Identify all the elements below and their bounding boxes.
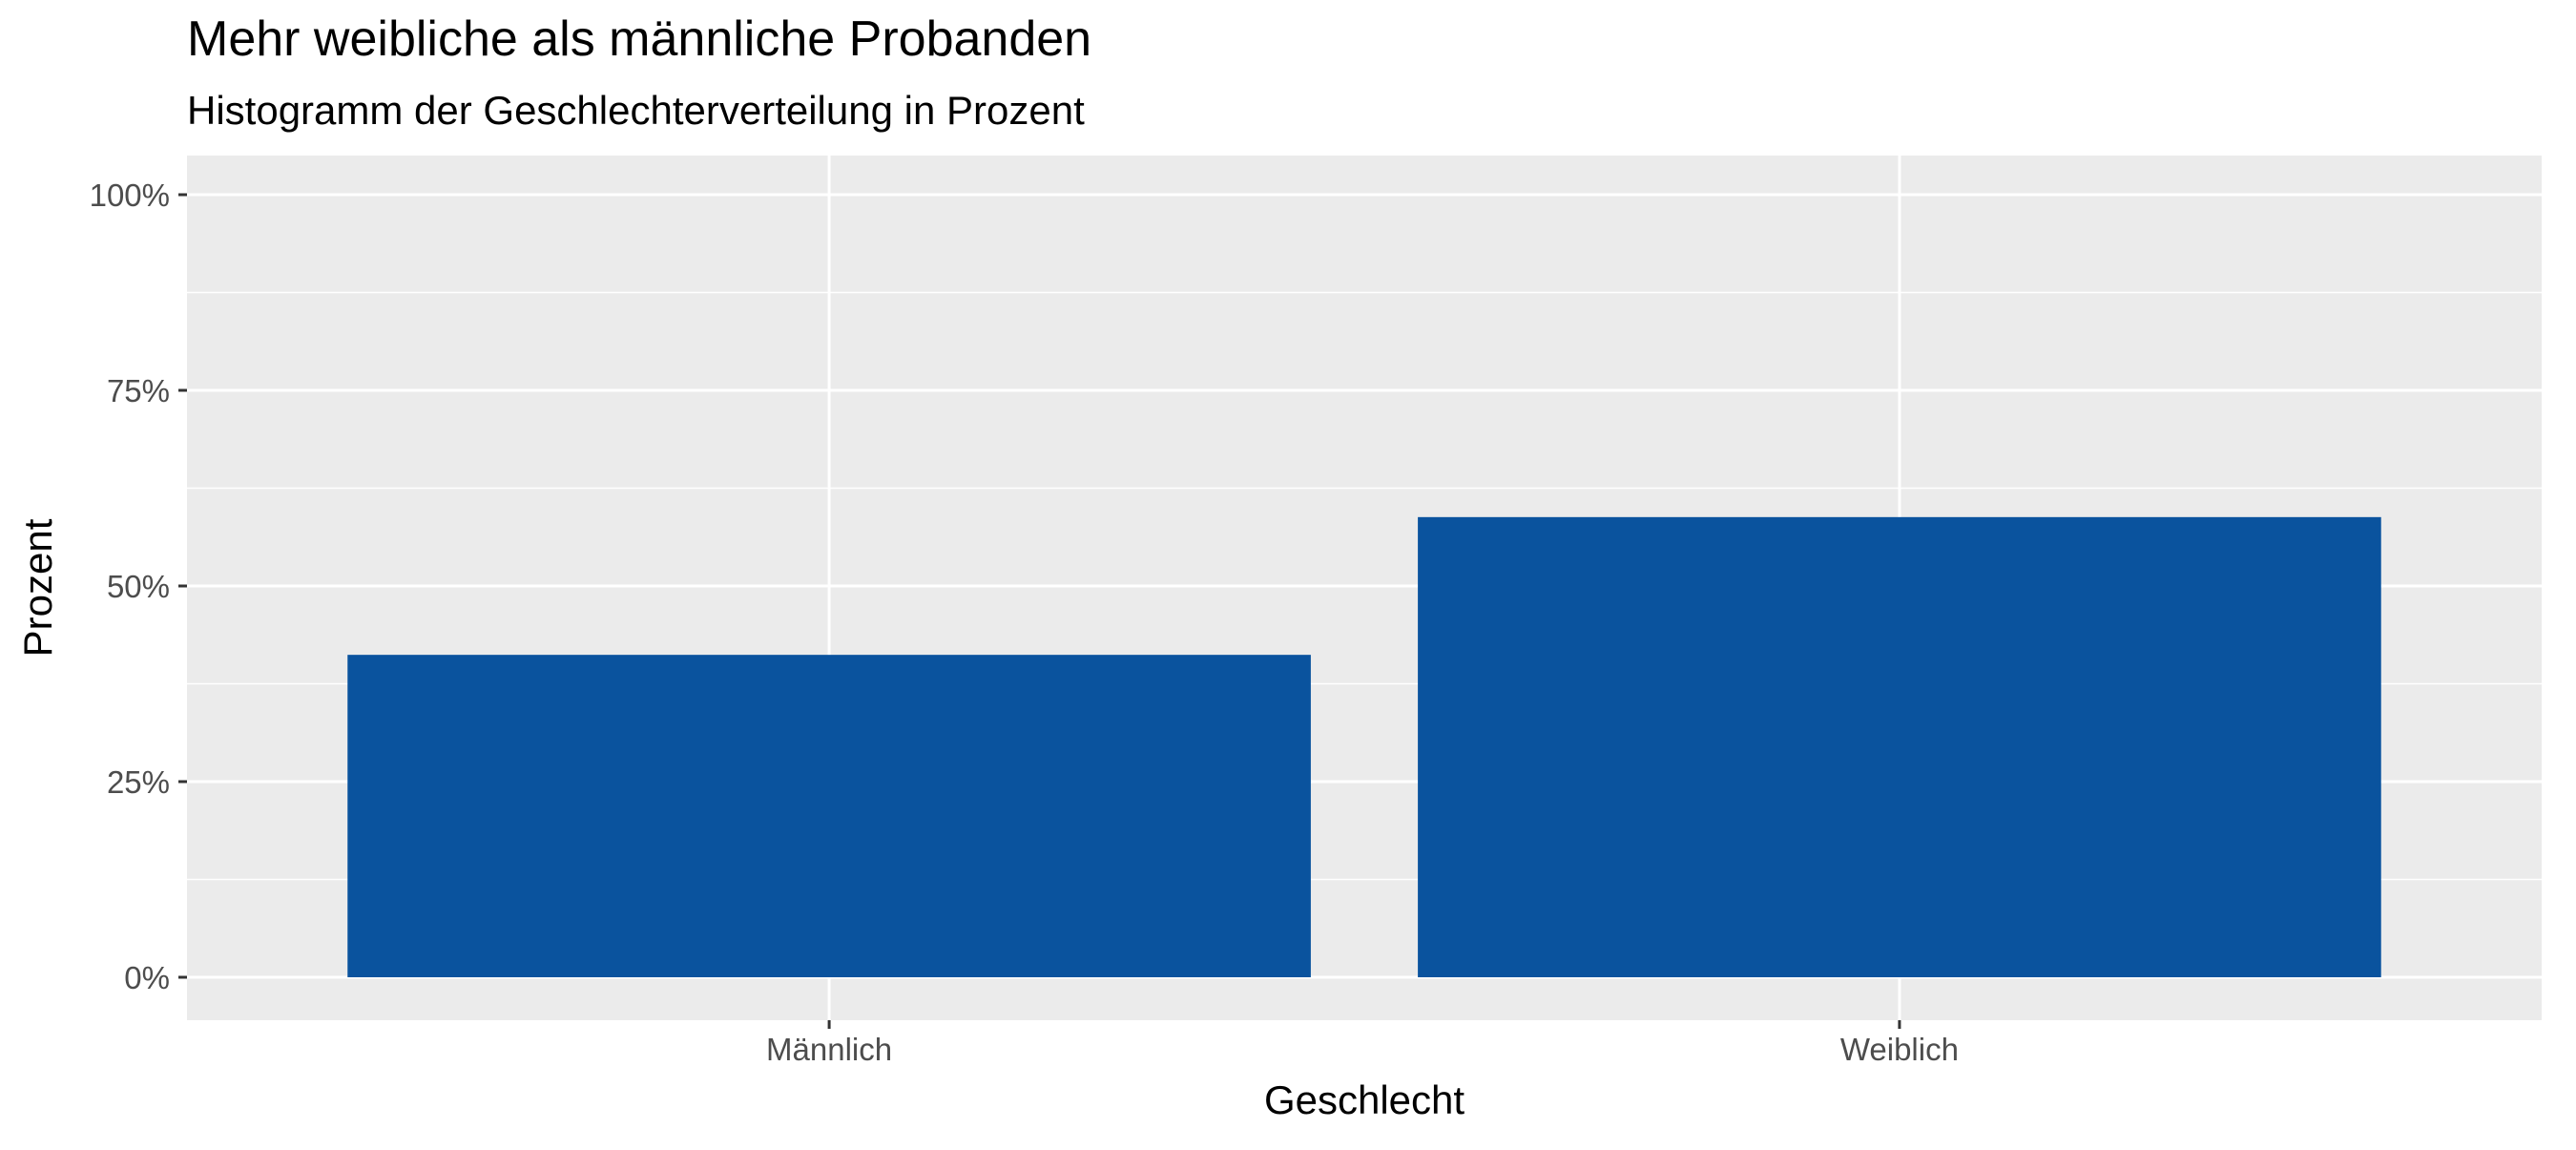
bar-männlich (347, 655, 1311, 977)
x-tick-label: Weiblich (1840, 1032, 1959, 1067)
y-tick-label: 100% (90, 178, 170, 213)
x-axis-title: Geschlecht (1264, 1077, 1465, 1122)
y-tick-label: 50% (107, 569, 170, 604)
chart-subtitle: Histogramm der Geschlechterverteilung in… (187, 88, 1085, 133)
bar-weiblich (1418, 516, 2381, 977)
x-axis: Männlich Weiblich (766, 1020, 1959, 1067)
bars (347, 516, 2381, 977)
y-axis-title: Prozent (15, 518, 60, 657)
y-tick-label: 75% (107, 373, 170, 408)
chart-title: Mehr weibliche als männliche Probanden (187, 11, 1091, 67)
x-tick-label: Männlich (766, 1032, 892, 1067)
y-tick-label: 25% (107, 764, 170, 800)
y-axis: 0% 25% 50% 75% 100% (90, 178, 187, 995)
y-tick-label: 0% (124, 960, 170, 995)
